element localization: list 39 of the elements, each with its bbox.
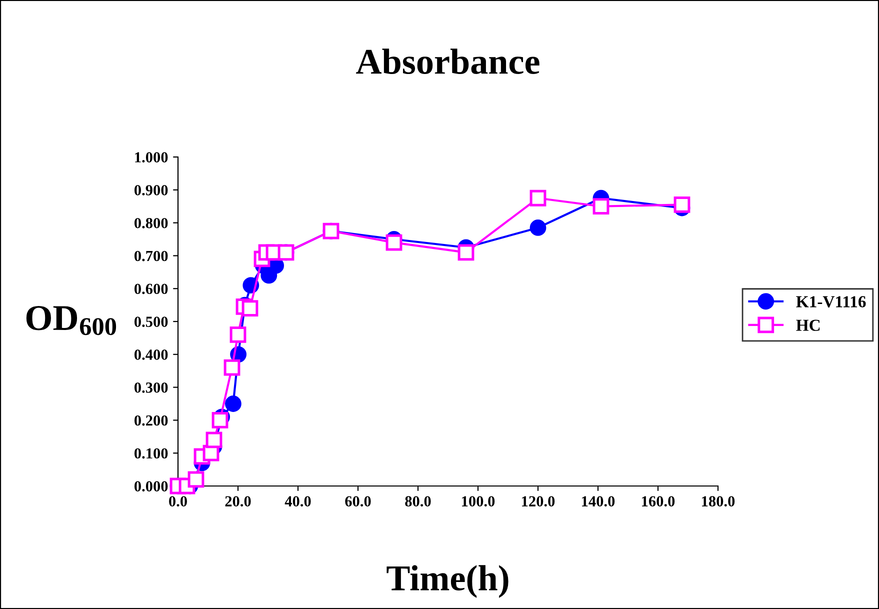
- x-tick-label: 120.0: [522, 496, 555, 507]
- point: [592, 198, 610, 215]
- chart-title: Absorbance: [356, 48, 540, 74]
- y-tick-label: 0.700: [134, 250, 168, 262]
- point: [212, 412, 228, 428]
- y-tick-label: 0.300: [134, 382, 168, 393]
- y-tick-label: 1.000: [135, 152, 168, 163]
- x-tick-label: 180.0: [702, 496, 735, 507]
- x-tick-label: 160.0: [642, 496, 675, 507]
- point: [206, 432, 222, 448]
- y-axis-title: OD$_{600}$: [26, 306, 116, 336]
- legend-label: HC: [796, 320, 820, 331]
- y-tick-label: 0.500: [134, 316, 168, 328]
- y-tick-label: 0.000: [134, 481, 168, 492]
- x-tick-label: 60.0: [345, 496, 371, 507]
- x-tick-label: 0.0: [169, 496, 187, 507]
- point: [224, 359, 240, 376]
- x-tick-label: 100.0: [462, 496, 495, 507]
- point: [530, 190, 546, 206]
- y-tick-label: 0.800: [134, 218, 168, 228]
- legend-label: K1-V1116: [796, 296, 866, 308]
- y-tick-label: 0.200: [134, 415, 168, 426]
- point: [188, 471, 204, 488]
- point: [225, 396, 242, 412]
- x-axis-title: Time(h): [386, 565, 508, 598]
- x-tick-label: 20.0: [225, 496, 251, 507]
- y-tick-label: 0.600: [134, 284, 168, 294]
- point: [230, 326, 246, 343]
- x-tick-label: 40.0: [284, 496, 311, 507]
- point: [530, 220, 546, 236]
- x-tick-label: 80.0: [405, 496, 431, 507]
- point: [386, 234, 402, 251]
- y-tick-label: 0.100: [134, 448, 168, 459]
- y-tick-label: 0.400: [134, 350, 168, 360]
- point: [458, 244, 474, 261]
- point: [674, 196, 690, 213]
- y-tick-label: 0.900: [134, 185, 168, 196]
- point: [242, 300, 258, 317]
- x-tick-label: 140.0: [582, 496, 615, 507]
